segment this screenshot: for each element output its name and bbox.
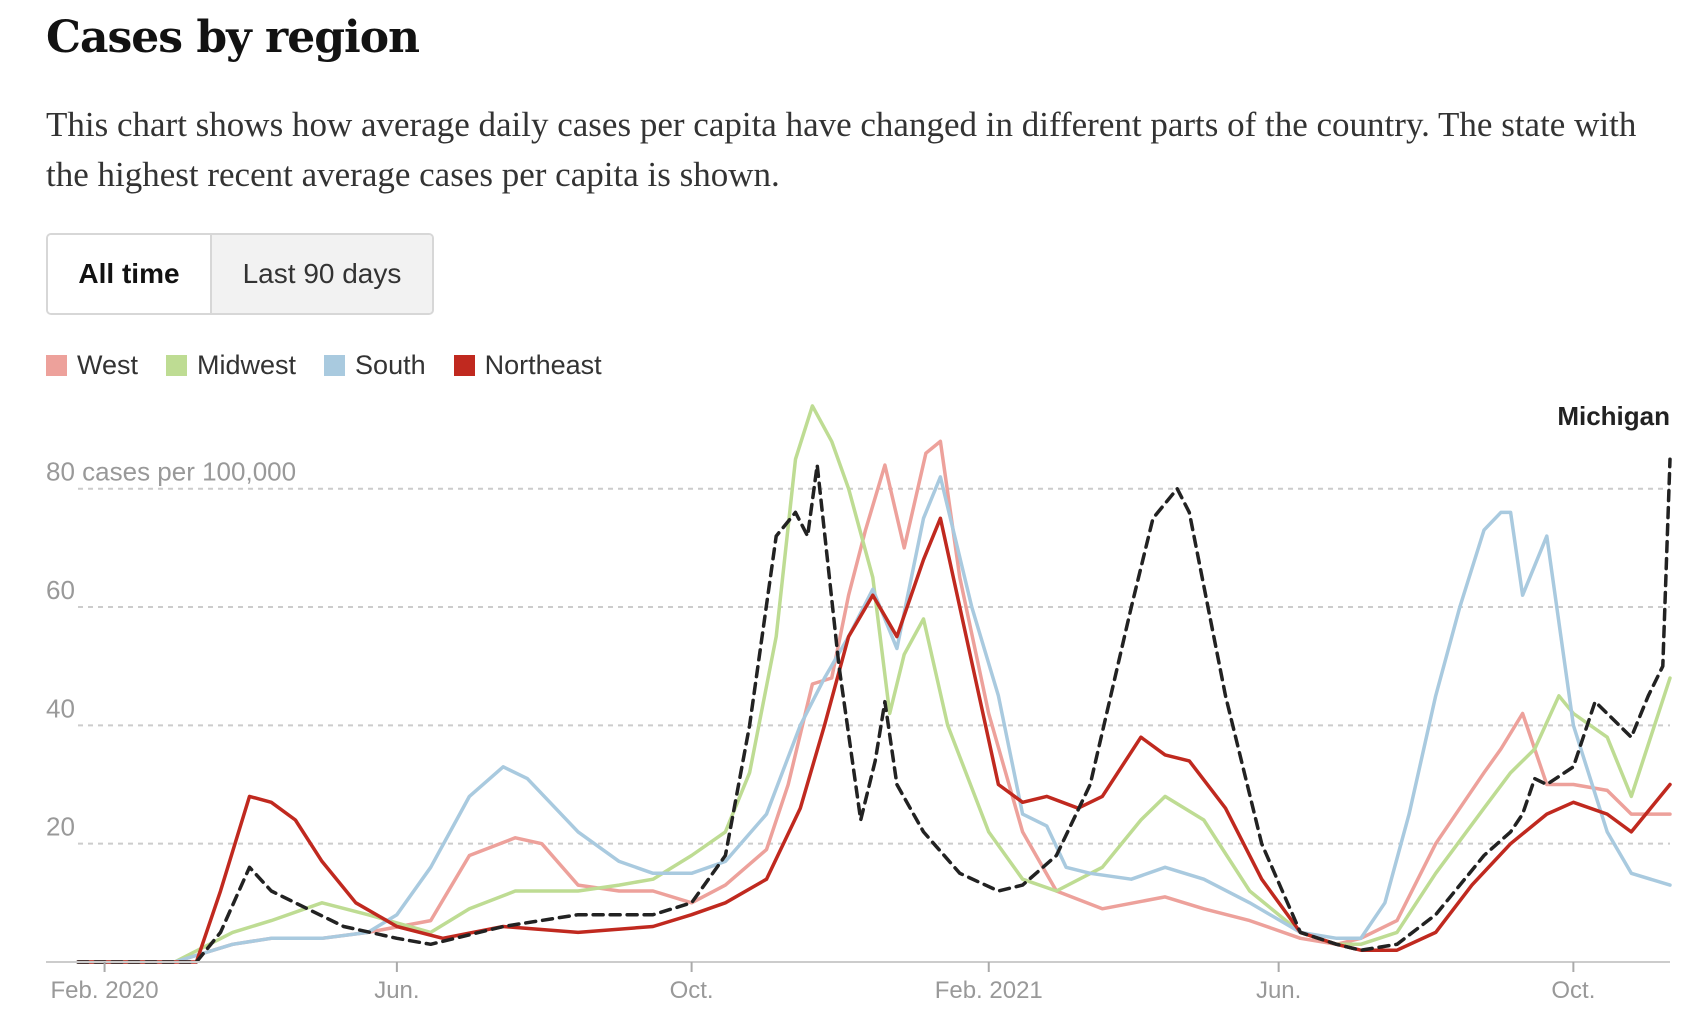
y-tick-label-20: 20 xyxy=(46,812,75,842)
legend-label-west: West xyxy=(77,350,139,380)
legend-item-west: West xyxy=(46,350,138,381)
legend-item-midwest: Midwest xyxy=(166,350,296,381)
x-axis: Feb. 2020 Jun. Oct. Feb. 2021 Jun. Oct. xyxy=(46,961,1670,1004)
y-tick-label-40: 40 xyxy=(46,693,75,723)
legend-swatch-midwest xyxy=(166,355,188,376)
series-line-northeast xyxy=(76,516,1672,964)
legend-swatch-south xyxy=(324,355,346,376)
last-90-days-button[interactable]: Last 90 days xyxy=(210,235,432,313)
series-line-west xyxy=(76,439,1672,964)
legend-label-south: South xyxy=(355,350,426,380)
x-tick-label: Oct. xyxy=(670,977,714,1004)
series-line-midwest xyxy=(76,404,1672,964)
gridlines: 20 40 60 80 cases per 100,000 xyxy=(46,457,1670,845)
legend-item-northeast: Northeast xyxy=(453,350,602,381)
x-tick-label: Feb. 2021 xyxy=(935,977,1043,1004)
time-range-toggle: All time Last 90 days xyxy=(46,233,434,315)
series-line-michigan xyxy=(76,457,1672,964)
y-tick-label-80: 80 cases per 100,000 xyxy=(46,457,296,487)
legend-label-northeast: Northeast xyxy=(484,350,602,380)
chart-title: Cases by region xyxy=(46,12,420,63)
legend-item-south: South xyxy=(324,350,426,381)
legend-swatch-west xyxy=(46,355,67,376)
series-label-michigan: Michigan xyxy=(1557,401,1670,431)
x-tick-label: Oct. xyxy=(1551,977,1595,1004)
x-tick-label: Jun. xyxy=(374,977,419,1004)
chart-subtitle: This chart shows how average daily cases… xyxy=(46,105,1637,194)
chart-legend: West Midwest South Northeast xyxy=(46,350,602,381)
x-tick-label: Jun. xyxy=(1256,977,1301,1004)
series-lines xyxy=(76,404,1672,964)
y-tick-label-60: 60 xyxy=(46,575,75,605)
legend-swatch-northeast xyxy=(453,355,475,376)
x-tick-label: Feb. 2020 xyxy=(51,977,159,1004)
all-time-button[interactable]: All time xyxy=(48,235,210,313)
chart-labels: Michigan xyxy=(1557,401,1670,431)
legend-label-midwest: Midwest xyxy=(197,350,297,380)
series-line-south xyxy=(76,475,1672,964)
